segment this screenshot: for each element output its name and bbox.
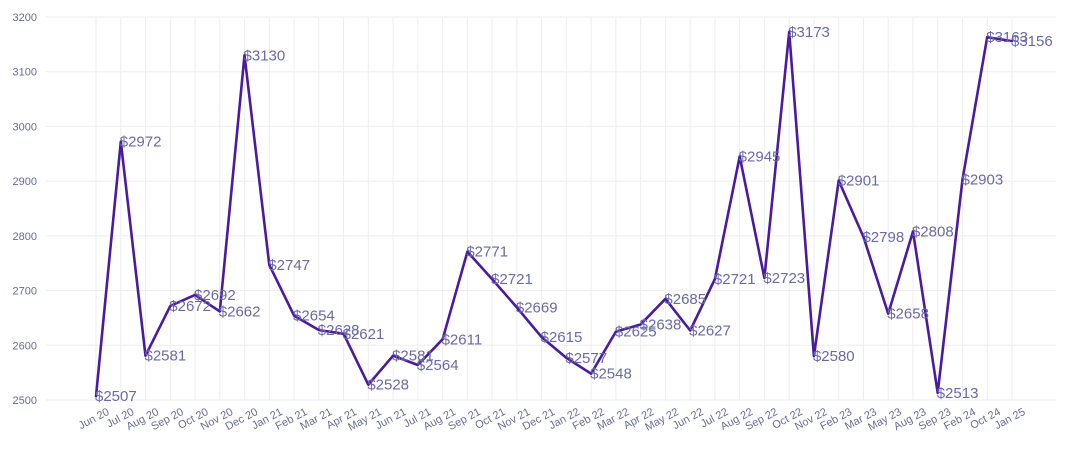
data-label: $2771 (466, 244, 508, 261)
data-label: $2581 (145, 348, 187, 365)
data-label: $2669 (516, 300, 558, 317)
data-label: $2628 (318, 322, 360, 339)
data-label: $2627 (689, 323, 731, 340)
data-label: $2581 (392, 348, 434, 365)
data-label: $2564 (417, 357, 459, 374)
data-label: $2638 (640, 316, 682, 333)
data-label: $2901 (838, 173, 880, 190)
data-label: $3130 (244, 47, 286, 64)
data-label: $2808 (912, 223, 954, 240)
y-tick-label: 2800 (13, 231, 37, 243)
data-label: $2654 (293, 308, 335, 325)
data-label: $2621 (343, 326, 385, 343)
data-label: $2672 (169, 298, 211, 315)
y-tick-label: 3100 (13, 67, 37, 79)
data-label: $2580 (813, 348, 855, 365)
data-label: $2662 (219, 303, 261, 320)
data-label: $3163 (986, 29, 1028, 46)
data-label: $2723 (763, 270, 805, 287)
y-tick-label: 3000 (13, 121, 37, 133)
data-label: $2625 (615, 324, 657, 341)
y-tick-label: 2600 (13, 340, 37, 352)
data-label: $2972 (120, 134, 162, 151)
data-label: $3173 (788, 24, 830, 41)
data-label: $2692 (194, 287, 236, 304)
y-tick-label: 2500 (13, 395, 37, 407)
y-tick-label: 2700 (13, 286, 37, 298)
data-label: $2611 (442, 331, 483, 348)
data-label: $3156 (1011, 33, 1053, 50)
data-label: $2798 (862, 229, 904, 246)
data-label: $2903 (961, 172, 1003, 189)
data-label: $2945 (739, 149, 781, 166)
data-label: $2721 (491, 271, 533, 288)
data-label: $2685 (664, 291, 706, 308)
data-label: $2615 (541, 329, 583, 346)
y-tick-label: 3200 (13, 12, 37, 24)
data-label: $2528 (367, 377, 409, 394)
data-label: $2747 (268, 257, 310, 274)
data-label: $2507 (95, 388, 137, 405)
data-label: $2577 (565, 350, 607, 367)
data-label: $2658 (887, 306, 929, 323)
data-label: $2513 (937, 385, 979, 402)
series-line (94, 30, 1014, 398)
data-labels: $2507 $2972 $2581 $2672$2692$2662 $3130 $2747… (95, 24, 1053, 405)
y-tick-label: 2900 (13, 176, 37, 188)
data-label: $2721 (714, 271, 756, 288)
y-axis-ticks: 2500 2600 2700 2800 2900 3000 3100 3200 (13, 12, 37, 407)
data-label: $2548 (590, 366, 632, 383)
